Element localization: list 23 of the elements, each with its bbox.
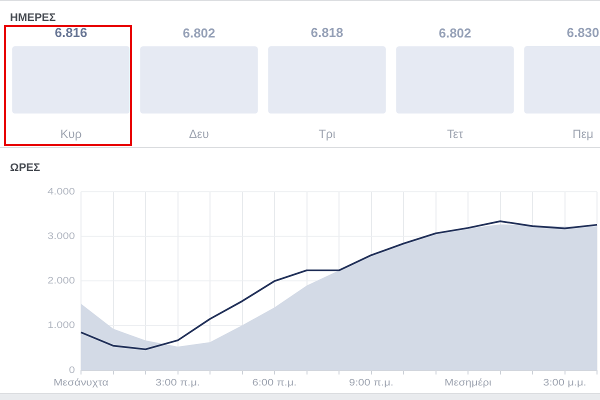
x-tick-label: 6:00 π.μ. bbox=[252, 378, 297, 388]
x-tick-label: Τρι bbox=[318, 127, 336, 142]
x-tick-label: 3:00 μ.μ. bbox=[543, 378, 586, 388]
x-tick-label: Κυρ bbox=[60, 127, 82, 142]
y-tick-label: 1.000 bbox=[47, 320, 76, 331]
x-tick-label: Μεσάνυχτα bbox=[53, 378, 109, 388]
data-label: 6.802 bbox=[182, 25, 216, 40]
x-tick-label: 9:00 π.μ. bbox=[349, 378, 394, 388]
data-label: 6.802 bbox=[438, 25, 472, 40]
chart-title: ΩΡΕΣ bbox=[10, 162, 40, 174]
x-tick-label: 3:00 π.μ. bbox=[156, 378, 200, 388]
y-tick-label: 0 bbox=[68, 365, 76, 376]
data-label: 6.818 bbox=[310, 25, 344, 40]
y-tick-label: 3.000 bbox=[47, 232, 76, 242]
y-tick-label: 2.000 bbox=[47, 276, 76, 286]
data-label: 6.816 bbox=[54, 25, 88, 40]
x-tick-label: Δευ bbox=[189, 127, 209, 142]
data-label: 6.830 bbox=[566, 25, 600, 40]
x-tick-label: Μεσημέρι bbox=[444, 378, 492, 388]
y-tick-label: 4.000 bbox=[47, 187, 76, 198]
x-tick-label: Τετ bbox=[446, 127, 464, 142]
chart-title: ΗΜΕΡΕΣ bbox=[10, 12, 56, 24]
x-tick-label: Πεμ bbox=[572, 127, 594, 142]
